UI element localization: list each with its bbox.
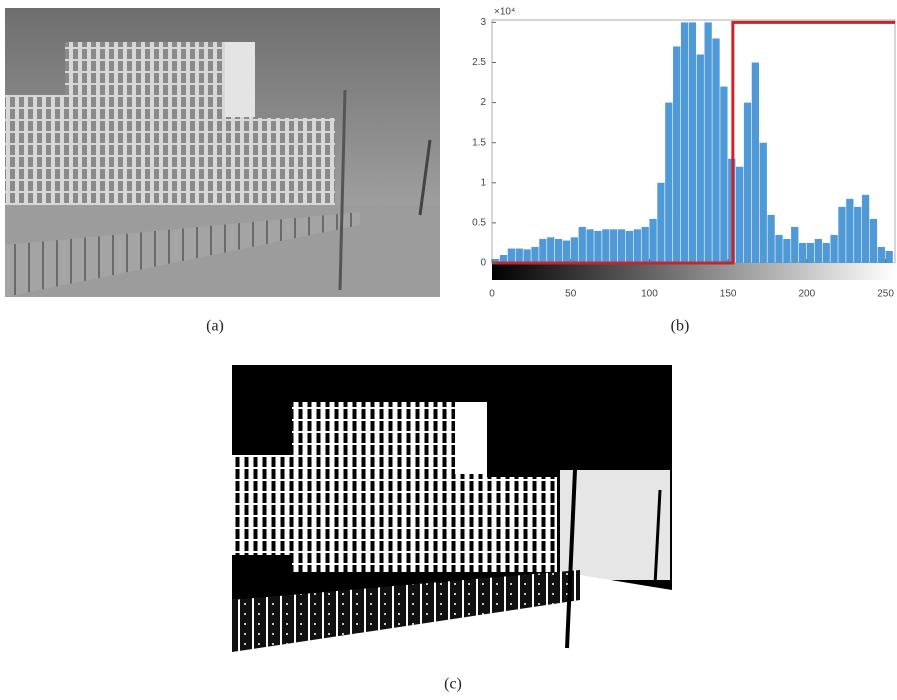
histogram-bar — [838, 206, 846, 263]
histogram-bar — [783, 238, 791, 263]
histogram-bar — [617, 229, 626, 263]
histogram-bar — [688, 22, 697, 263]
histogram-bar — [877, 246, 885, 263]
histogram-bar — [885, 250, 893, 263]
threshold-line — [492, 20, 895, 265]
histogram-bar — [633, 229, 641, 263]
histogram-bar — [767, 214, 775, 263]
histogram-bar — [822, 242, 830, 263]
x-tick-label: 0 — [489, 289, 495, 300]
histogram-bar — [562, 240, 571, 263]
histogram-bar — [610, 229, 618, 263]
y-tick-label: 2.5 — [472, 57, 486, 68]
histogram-bar — [696, 54, 704, 263]
x-tick-label: 150 — [720, 289, 737, 300]
histogram-bar — [673, 46, 681, 263]
histogram-bar — [492, 258, 500, 263]
histogram-bar — [602, 229, 610, 263]
histogram-bar — [712, 38, 720, 264]
photo-grayscale — [5, 8, 440, 297]
histogram-bar — [625, 230, 634, 263]
histogram-bar — [861, 194, 870, 263]
histogram-bar — [814, 238, 822, 263]
histogram-bar — [759, 142, 767, 263]
histogram-bar — [578, 226, 586, 263]
histogram-bar — [499, 254, 508, 263]
y-tick-label: 0 — [480, 258, 486, 269]
histogram-bar — [798, 242, 807, 263]
histogram-bar — [846, 198, 854, 263]
caption: (c) — [444, 676, 462, 693]
y-tick-label: 1.5 — [472, 137, 486, 148]
x-tick-label: 250 — [877, 289, 894, 300]
histogram-bar — [586, 229, 594, 263]
histogram — [492, 20, 895, 265]
histogram-bar — [775, 234, 783, 263]
histogram-bar — [515, 248, 523, 263]
histogram-bar — [869, 218, 878, 263]
histogram-bar — [523, 249, 531, 263]
histogram-bar — [531, 246, 539, 263]
histogram-bar — [806, 242, 815, 263]
histogram-bar — [665, 102, 673, 263]
photo-binary — [232, 365, 672, 652]
histogram-bar — [507, 248, 516, 263]
x-tick-label: 100 — [641, 289, 658, 300]
y-tick-label: 1 — [480, 177, 486, 188]
histogram-bar — [736, 166, 744, 263]
histogram-bar — [554, 238, 563, 263]
x-tick-label: 200 — [799, 289, 816, 300]
histogram-bar — [743, 102, 752, 263]
x-tick-label: 50 — [565, 289, 577, 300]
intensity-ramp — [492, 263, 895, 280]
histogram-bar — [830, 234, 838, 263]
histogram-bar — [649, 218, 657, 263]
histogram-bar — [657, 182, 665, 263]
histogram-bar — [641, 226, 649, 263]
caption: (b) — [671, 318, 690, 335]
histogram-bar — [704, 22, 712, 263]
histogram-bar — [854, 206, 862, 263]
y-multiplier: ×10⁴ — [494, 7, 515, 18]
caption: (a) — [206, 318, 224, 335]
histogram-bar — [594, 230, 602, 263]
y-tick-label: 3 — [480, 17, 486, 28]
histogram-bar — [547, 237, 555, 263]
histogram-bar — [791, 226, 799, 263]
y-tick-label: 2 — [480, 97, 486, 108]
histogram-bar — [570, 237, 578, 263]
histogram-bar — [720, 86, 728, 263]
histogram-bar — [751, 62, 760, 264]
histogram-bar — [680, 22, 689, 263]
y-tick-label: 0.5 — [472, 218, 486, 229]
histogram-bar — [539, 238, 547, 263]
